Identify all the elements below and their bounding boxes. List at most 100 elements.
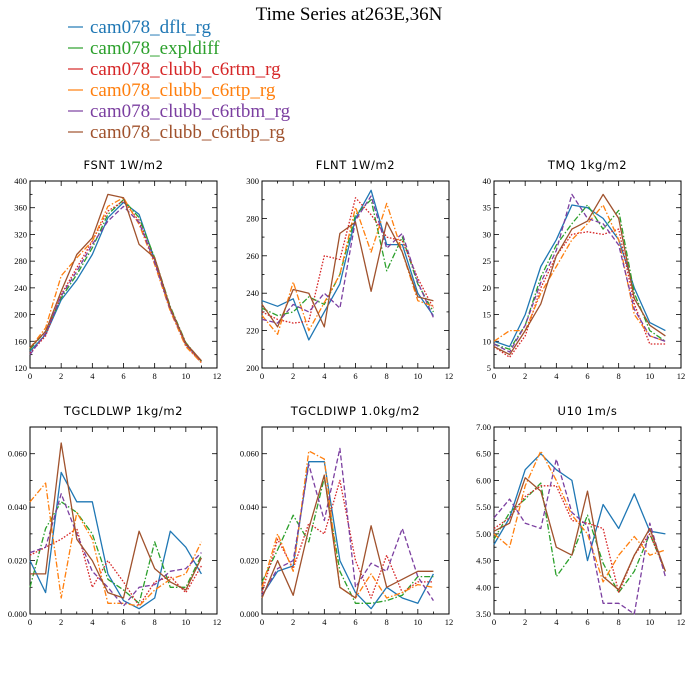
y-tick-label: 240 [14, 283, 27, 293]
series-line-tmq-1 [493, 204, 666, 348]
panel-title-tgcldlwp: TGCLDLWP 1kg/m2 [63, 404, 183, 418]
x-tick-label: 10 [182, 371, 191, 381]
x-tick-label: 0 [260, 617, 264, 627]
x-tick-label: 6 [585, 617, 589, 627]
y-tick-label: 300 [246, 176, 259, 186]
series-line-u10-5 [493, 458, 667, 615]
x-tick-label: 12 [677, 617, 686, 627]
y-tick-label: 0.000 [8, 609, 27, 619]
panel-title-tmq: TMQ 1kg/m2 [547, 158, 627, 172]
series-line-tgcldiwp-6 [261, 474, 434, 599]
y-tick-label: 25 [483, 256, 492, 266]
x-tick-label: 4 [90, 371, 95, 381]
legend-label-1: cam078_dflt_rg [90, 17, 212, 38]
series-line-tgcldiwp-1 [261, 461, 434, 610]
y-tick-label: 6.00 [476, 475, 491, 485]
x-tick-label: 4 [322, 371, 327, 381]
series-line-fsnt-4 [29, 197, 202, 364]
plot-frame-u10 [493, 426, 682, 615]
x-tick-label: 6 [585, 371, 589, 381]
panel-title-u10: U10 1m/s [558, 404, 618, 418]
x-tick-label: 8 [385, 617, 389, 627]
series-line-tgcldlwp-5 [29, 493, 202, 607]
y-tick-label: 35 [483, 203, 492, 213]
x-tick-label: 0 [28, 371, 32, 381]
x-tick-label: 4 [554, 371, 559, 381]
y-tick-label: 360 [14, 203, 27, 213]
y-tick-label: 0.020 [240, 556, 259, 566]
series-line-fsnt-1 [29, 201, 202, 362]
legend-label-3: cam078_clubb_c6rtm_rg [90, 59, 281, 80]
x-tick-label: 8 [153, 371, 157, 381]
plot-frame-tmq [493, 180, 682, 369]
legend-label-2: cam078_expldiff [90, 38, 220, 59]
panel-tgcldiwp: TGCLDIWP 1.0kg/m2 0 2 4 6 8 10 12 0.000 0.020 0.04… [240, 404, 453, 627]
y-tick-label: 260 [246, 251, 259, 261]
y-tick-label: 7.00 [476, 422, 491, 432]
x-tick-label: 0 [28, 617, 32, 627]
x-tick-label: 0 [492, 371, 496, 381]
series-line-tmq-4 [493, 204, 666, 342]
x-tick-label: 12 [445, 371, 454, 381]
x-tick-label: 0 [492, 617, 496, 627]
series-line-tmq-6 [493, 193, 666, 356]
y-tick-label: 280 [246, 213, 259, 223]
x-tick-label: 12 [445, 617, 454, 627]
series-line-fsnt-2 [29, 199, 202, 362]
panel-u10: U10 1m/s 0 2 4 6 8 10 12 3.50 4.00 4.50 5.00 5.50 6.0… [476, 404, 685, 627]
panel-title-fsnt: FSNT 1W/m2 [83, 158, 163, 172]
series-line-u10-4 [493, 450, 666, 583]
panel-tgcldlwp: TGCLDLWP 1kg/m2 0 2 4 6 8 10 12 0.000 0.020 0.040 0… [8, 404, 221, 627]
x-tick-label: 10 [646, 617, 655, 627]
y-tick-label: 0.040 [240, 502, 259, 512]
figure-title: Time Series at263E,36N [256, 4, 443, 25]
x-tick-label: 8 [617, 617, 621, 627]
series-line-tmq-2 [493, 204, 666, 350]
x-tick-label: 4 [90, 617, 95, 627]
x-tick-label: 8 [385, 371, 389, 381]
x-tick-label: 10 [414, 617, 423, 627]
y-tick-label: 0.060 [8, 449, 27, 459]
series-line-flnt-1 [261, 189, 434, 341]
x-tick-label: 2 [59, 371, 63, 381]
legend-label-6: cam078_clubb_c6rtbp_rg [90, 122, 285, 143]
y-tick-label: 40 [483, 176, 492, 186]
series-line-flnt-3 [261, 197, 434, 324]
y-tick-label: 30 [483, 229, 492, 239]
panel-title-tgcldiwp: TGCLDIWP 1.0kg/m2 [290, 404, 420, 418]
y-tick-label: 5.50 [476, 502, 491, 512]
x-tick-label: 10 [182, 617, 191, 627]
y-tick-label: 220 [246, 326, 259, 336]
x-tick-label: 6 [121, 371, 125, 381]
chart-panels: FSNT 1W/m20 2 4 6 8 10 12120160200240280320360… [8, 158, 685, 627]
y-tick-label: 160 [14, 336, 27, 346]
y-tick-label: 320 [14, 229, 27, 239]
x-tick-label: 8 [153, 617, 157, 627]
x-tick-label: 6 [121, 617, 125, 627]
y-tick-label: 3.50 [476, 609, 491, 619]
series-line-fsnt-5 [29, 205, 202, 362]
y-tick-label: 10 [483, 336, 492, 346]
x-tick-label: 2 [523, 371, 527, 381]
series-line-u10-6 [493, 477, 667, 591]
series-line-fsnt-3 [29, 200, 202, 364]
panel-fsnt: FSNT 1W/m2 0 2 4 6 8 10 12 120 160 200 240 280 320 360… [14, 158, 221, 381]
series-line-tgcldlwp-6 [30, 442, 202, 599]
y-tick-label: 400 [14, 176, 27, 186]
y-tick-label: 6.50 [476, 449, 491, 459]
y-tick-label: 200 [14, 310, 27, 320]
x-tick-label: 2 [59, 617, 63, 627]
x-tick-label: 12 [213, 371, 222, 381]
series-line-tmq-5 [493, 193, 666, 353]
y-tick-label: 5.00 [476, 529, 491, 539]
x-tick-label: 12 [213, 617, 222, 627]
x-tick-label: 8 [617, 371, 621, 381]
x-tick-label: 4 [322, 617, 327, 627]
y-tick-label: 280 [14, 256, 27, 266]
series-line-tgcldlwp-3 [29, 527, 202, 607]
y-tick-label: 4.50 [476, 556, 491, 566]
x-tick-label: 4 [554, 617, 559, 627]
series-line-tgcldlwp-4 [29, 482, 202, 607]
series-line-tgcldiwp-5 [261, 447, 434, 601]
